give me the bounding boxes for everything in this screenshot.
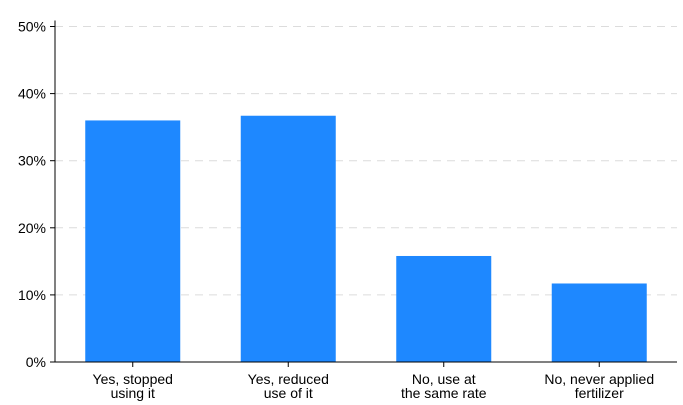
y-tick-label: 20% bbox=[18, 220, 46, 236]
y-tick-label: 0% bbox=[26, 354, 46, 370]
axes bbox=[50, 20, 677, 367]
x-tick-label: No, use at bbox=[412, 371, 476, 387]
x-tick-label: using it bbox=[111, 385, 155, 401]
x-tick-label: Yes, reduced bbox=[248, 371, 329, 387]
y-tick-label: 50% bbox=[18, 19, 46, 35]
x-tick-label: Yes, stopped bbox=[93, 371, 173, 387]
x-tick-label: fertilizer bbox=[575, 385, 624, 401]
bar bbox=[85, 120, 181, 362]
bar bbox=[396, 255, 492, 362]
y-tick-label: 10% bbox=[18, 287, 46, 303]
bar bbox=[551, 283, 647, 362]
bars bbox=[85, 115, 647, 362]
x-tick-label: use of it bbox=[264, 385, 313, 401]
y-tick-label: 30% bbox=[18, 153, 46, 169]
x-tick-label: the same rate bbox=[401, 385, 487, 401]
bar bbox=[240, 115, 336, 362]
y-tick-label: 40% bbox=[18, 86, 46, 102]
x-tick-label: No, never applied bbox=[544, 371, 654, 387]
